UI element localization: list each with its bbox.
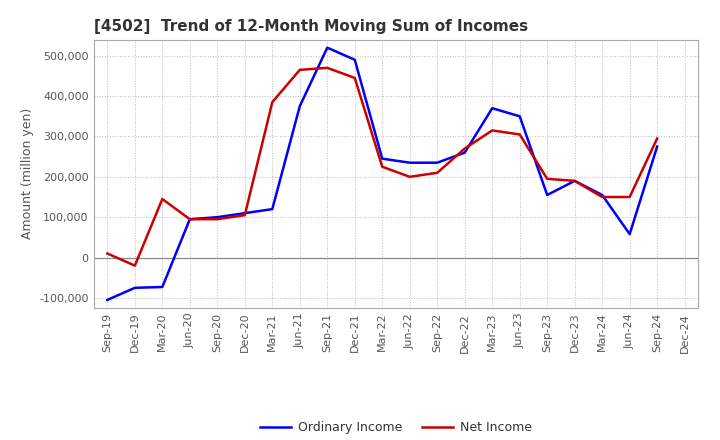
- Net Income: [103, 251, 112, 256]
- Ordinary Income: [323, 45, 332, 50]
- Ordinary Income: [186, 216, 194, 222]
- Ordinary Income: [158, 284, 166, 290]
- Ordinary Income: [103, 297, 112, 303]
- Ordinary Income: [240, 210, 249, 216]
- Net Income: [570, 178, 579, 183]
- Line: Ordinary Income: Ordinary Income: [107, 48, 657, 300]
- Ordinary Income: [653, 144, 662, 149]
- Ordinary Income: [405, 160, 414, 165]
- Net Income: [653, 136, 662, 141]
- Net Income: [295, 67, 304, 73]
- Net Income: [213, 216, 222, 222]
- Net Income: [626, 194, 634, 200]
- Net Income: [433, 170, 441, 176]
- Ordinary Income: [543, 192, 552, 198]
- Ordinary Income: [378, 156, 387, 161]
- Net Income: [543, 176, 552, 181]
- Net Income: [240, 213, 249, 218]
- Net Income: [323, 65, 332, 70]
- Ordinary Income: [268, 206, 276, 212]
- Net Income: [460, 146, 469, 151]
- Ordinary Income: [598, 192, 606, 198]
- Line: Net Income: Net Income: [107, 68, 657, 266]
- Ordinary Income: [433, 160, 441, 165]
- Net Income: [405, 174, 414, 180]
- Ordinary Income: [213, 215, 222, 220]
- Net Income: [130, 263, 139, 268]
- Ordinary Income: [351, 57, 359, 62]
- Ordinary Income: [570, 178, 579, 183]
- Legend: Ordinary Income, Net Income: Ordinary Income, Net Income: [255, 416, 537, 439]
- Ordinary Income: [295, 103, 304, 109]
- Ordinary Income: [516, 114, 524, 119]
- Net Income: [598, 194, 606, 200]
- Ordinary Income: [488, 106, 497, 111]
- Net Income: [351, 75, 359, 81]
- Net Income: [158, 196, 166, 202]
- Ordinary Income: [130, 285, 139, 290]
- Net Income: [268, 99, 276, 105]
- Y-axis label: Amount (million yen): Amount (million yen): [21, 108, 34, 239]
- Text: [4502]  Trend of 12-Month Moving Sum of Incomes: [4502] Trend of 12-Month Moving Sum of I…: [94, 19, 528, 34]
- Ordinary Income: [626, 231, 634, 237]
- Net Income: [516, 132, 524, 137]
- Net Income: [378, 164, 387, 169]
- Ordinary Income: [460, 150, 469, 155]
- Net Income: [186, 216, 194, 222]
- Net Income: [488, 128, 497, 133]
